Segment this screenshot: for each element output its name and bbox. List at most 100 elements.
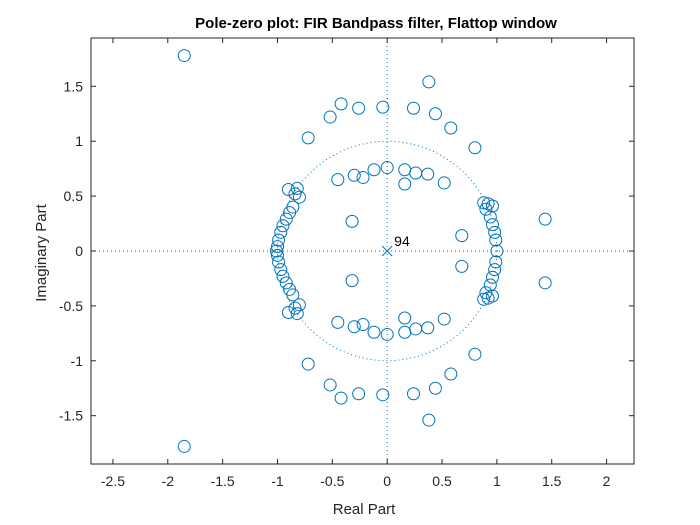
zero-marker: [485, 270, 499, 284]
pole-marker: [381, 245, 393, 257]
x-tick-label: 2: [603, 473, 611, 489]
zero-marker: [367, 325, 381, 339]
zero-marker: [479, 286, 493, 300]
zero-marker: [352, 387, 366, 401]
zero-marker: [301, 357, 315, 371]
x-axis-label: Real Part: [333, 501, 396, 518]
zero-marker: [444, 121, 458, 135]
zero-marker: [490, 244, 504, 258]
zero-marker: [331, 315, 345, 329]
zero-marker: [489, 255, 503, 269]
zero-marker: [483, 278, 497, 292]
y-axis-label: Imaginary Part: [33, 203, 50, 301]
zero-marker: [380, 161, 394, 175]
zero-marker: [301, 131, 315, 145]
zero-marker: [376, 388, 390, 402]
zero-marker: [455, 229, 469, 243]
zero-marker: [290, 181, 304, 195]
zero-marker: [538, 276, 552, 290]
zero-marker: [367, 163, 381, 177]
pole-marker-stroke: [381, 245, 393, 257]
zero-marker: [177, 49, 191, 63]
zero-marker: [270, 240, 284, 254]
zero-marker: [352, 101, 366, 115]
unit-circle: [276, 140, 498, 362]
poles-series: 94: [381, 233, 410, 257]
zero-marker: [281, 183, 295, 197]
zero-marker: [290, 307, 304, 321]
zero-marker: [488, 225, 502, 239]
zero-marker: [422, 75, 436, 89]
zero-marker: [177, 439, 191, 453]
x-tick-label: 1: [493, 473, 501, 489]
zero-marker: [334, 391, 348, 405]
zero-marker: [422, 413, 436, 427]
zero-marker: [398, 311, 412, 325]
zero-marker: [485, 218, 499, 232]
y-tick-label: 1: [75, 133, 83, 149]
zero-marker: [323, 110, 337, 124]
y-ticks: -1.5 -1 -0.5 0 0.5 1 1.5: [59, 78, 634, 424]
zero-marker: [485, 289, 499, 303]
plot-area: -2.5 -2 -1.5 -1 -0.5 0 0.5 1 1.5 2 -1.5 -1 -0.5 0 0.5…: [59, 37, 635, 489]
zero-marker: [428, 107, 442, 121]
zero-marker: [274, 263, 288, 277]
zero-marker: [468, 141, 482, 155]
x-tick-label: -0.5: [320, 473, 344, 489]
zero-marker: [356, 318, 370, 332]
zero-marker: [407, 101, 421, 115]
zero-marker: [276, 219, 290, 233]
zero-marker: [437, 176, 451, 190]
zero-marker: [428, 381, 442, 395]
zero-marker: [479, 202, 493, 216]
zero-marker: [334, 97, 348, 111]
zero-marker: [398, 177, 412, 191]
y-tick-label: -1: [71, 353, 84, 369]
zero-marker: [421, 167, 435, 181]
zero-marker: [292, 190, 306, 204]
zero-marker: [269, 244, 283, 258]
zero-marker: [421, 321, 435, 335]
axes-box: [90, 37, 635, 465]
x-tick-label: -2.5: [101, 473, 125, 489]
zero-marker: [345, 274, 359, 288]
y-tick-label: -0.5: [59, 298, 83, 314]
x-tick-label: -2: [162, 473, 175, 489]
zero-marker: [455, 259, 469, 273]
x-tick-label: 0: [383, 473, 391, 489]
zero-marker: [279, 276, 293, 290]
zero-marker: [347, 320, 361, 334]
zero-marker: [274, 225, 288, 239]
zero-marker: [288, 187, 302, 201]
x-ticks: -2.5 -2 -1.5 -1 -0.5 0 0.5 1 1.5 2: [101, 38, 611, 489]
zero-marker: [288, 301, 302, 315]
zero-marker: [272, 255, 286, 269]
zero-marker: [281, 305, 295, 319]
x-tick-label: -1: [271, 473, 284, 489]
x-tick-label: -1.5: [211, 473, 235, 489]
x-tick-label: 0.5: [432, 473, 452, 489]
zero-marker: [477, 292, 491, 306]
zero-marker: [488, 263, 502, 277]
zero-marker: [331, 173, 345, 187]
zero-marker: [489, 233, 503, 247]
zero-marker: [345, 214, 359, 228]
zero-marker: [437, 312, 451, 326]
zero-marker: [407, 387, 421, 401]
zero-marker: [477, 196, 491, 210]
zero-marker: [272, 233, 286, 247]
zero-marker: [376, 100, 390, 114]
zero-marker: [286, 288, 300, 302]
zero-marker: [279, 212, 293, 226]
zero-marker: [538, 212, 552, 226]
x-tick-label: 1.5: [542, 473, 562, 489]
zero-marker: [292, 298, 306, 312]
zero-marker: [468, 347, 482, 361]
y-tick-label: 0: [75, 243, 83, 259]
pole-multiplicity-label: 94: [394, 233, 410, 249]
y-tick-label: 0.5: [64, 188, 84, 204]
zero-marker: [286, 200, 300, 214]
zeros-series: [177, 49, 552, 453]
zero-marker: [380, 327, 394, 341]
